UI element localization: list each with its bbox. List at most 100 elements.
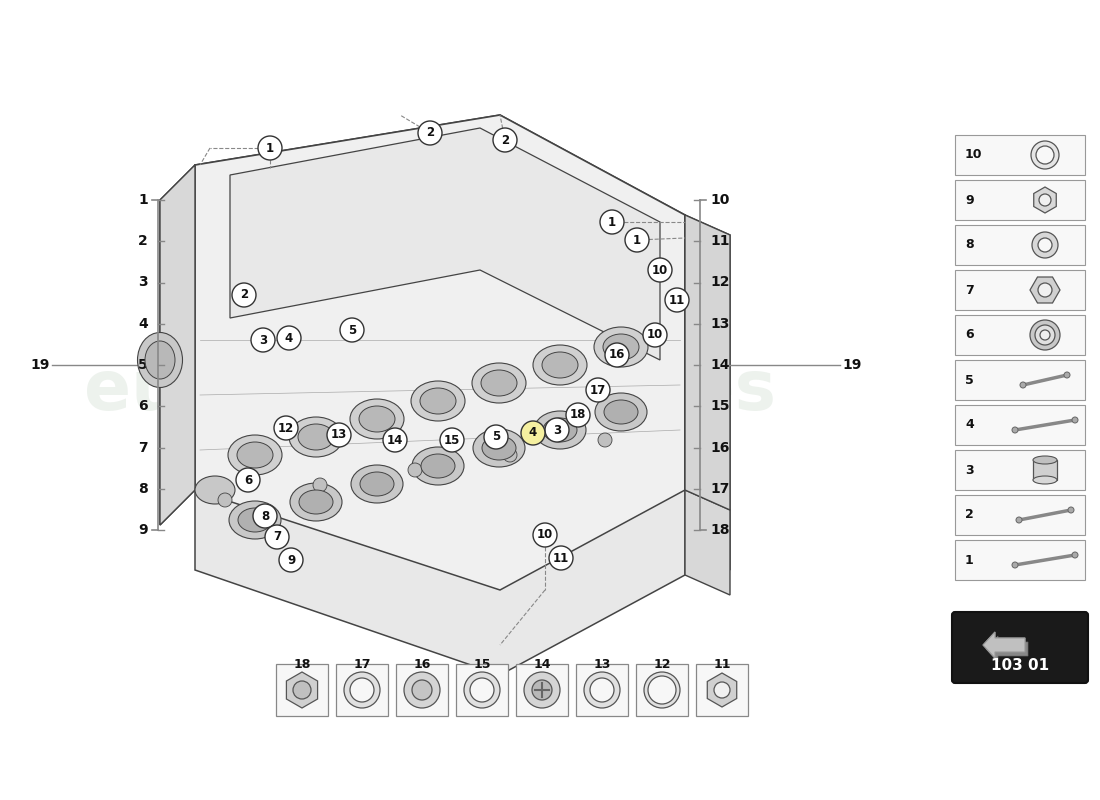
Text: 1: 1 <box>608 215 616 229</box>
Text: 10: 10 <box>965 149 982 162</box>
Circle shape <box>1068 507 1074 513</box>
Text: 12: 12 <box>653 658 671 671</box>
Polygon shape <box>685 215 730 510</box>
Text: 18: 18 <box>710 523 729 537</box>
Text: 11: 11 <box>553 551 569 565</box>
FancyBboxPatch shape <box>336 664 388 716</box>
Text: 9: 9 <box>139 523 148 537</box>
Ellipse shape <box>1033 476 1057 484</box>
Circle shape <box>274 416 298 440</box>
Text: 13: 13 <box>593 658 611 671</box>
Ellipse shape <box>472 363 526 403</box>
FancyBboxPatch shape <box>955 135 1085 175</box>
Circle shape <box>412 680 432 700</box>
Polygon shape <box>195 490 685 675</box>
Text: 14: 14 <box>534 658 551 671</box>
Polygon shape <box>286 672 318 708</box>
Ellipse shape <box>604 400 638 424</box>
Text: 13: 13 <box>710 317 729 330</box>
Text: 4: 4 <box>285 331 293 345</box>
Polygon shape <box>1030 277 1060 303</box>
Circle shape <box>605 343 629 367</box>
Text: 5: 5 <box>965 374 974 386</box>
Circle shape <box>1020 382 1026 388</box>
FancyBboxPatch shape <box>955 180 1085 220</box>
Circle shape <box>1030 320 1060 350</box>
Text: 12: 12 <box>710 275 729 290</box>
Text: 10: 10 <box>652 263 668 277</box>
Polygon shape <box>160 165 195 525</box>
Circle shape <box>464 672 500 708</box>
Ellipse shape <box>350 399 404 439</box>
Ellipse shape <box>473 429 525 467</box>
Circle shape <box>236 468 260 492</box>
Circle shape <box>1072 417 1078 423</box>
Circle shape <box>1072 552 1078 558</box>
Text: 17: 17 <box>590 383 606 397</box>
Ellipse shape <box>420 388 456 414</box>
FancyBboxPatch shape <box>396 664 448 716</box>
Text: 8: 8 <box>139 482 148 496</box>
Circle shape <box>1038 283 1052 297</box>
Text: 13: 13 <box>331 429 348 442</box>
Text: 18: 18 <box>294 658 310 671</box>
Circle shape <box>314 478 327 492</box>
FancyBboxPatch shape <box>955 540 1085 580</box>
Text: 5: 5 <box>348 323 356 337</box>
Text: 8: 8 <box>965 238 974 251</box>
Circle shape <box>524 672 560 708</box>
Text: 3: 3 <box>553 423 561 437</box>
Circle shape <box>327 423 351 447</box>
Circle shape <box>666 288 689 312</box>
Polygon shape <box>707 673 737 707</box>
FancyBboxPatch shape <box>955 315 1085 355</box>
Text: 14: 14 <box>387 434 404 446</box>
FancyBboxPatch shape <box>576 664 628 716</box>
Ellipse shape <box>290 483 342 521</box>
Text: 16: 16 <box>414 658 431 671</box>
Text: 15: 15 <box>710 399 729 414</box>
Ellipse shape <box>238 508 272 532</box>
Ellipse shape <box>359 406 395 432</box>
Circle shape <box>590 678 614 702</box>
Circle shape <box>383 428 407 452</box>
Circle shape <box>1040 330 1050 340</box>
Circle shape <box>232 283 256 307</box>
FancyBboxPatch shape <box>955 495 1085 535</box>
FancyBboxPatch shape <box>955 225 1085 265</box>
Text: 6: 6 <box>965 329 974 342</box>
Text: 16: 16 <box>608 349 625 362</box>
Circle shape <box>544 418 569 442</box>
Circle shape <box>404 672 440 708</box>
Text: 4: 4 <box>965 418 974 431</box>
Circle shape <box>279 548 302 572</box>
Circle shape <box>532 680 552 700</box>
Circle shape <box>484 425 508 449</box>
Text: 7: 7 <box>965 283 974 297</box>
FancyBboxPatch shape <box>636 664 688 716</box>
Circle shape <box>418 121 442 145</box>
Ellipse shape <box>1033 456 1057 464</box>
Circle shape <box>1036 146 1054 164</box>
Text: 10: 10 <box>647 329 663 342</box>
Ellipse shape <box>138 333 183 387</box>
Text: 7: 7 <box>273 530 282 543</box>
FancyBboxPatch shape <box>952 612 1088 683</box>
Polygon shape <box>160 165 195 525</box>
Ellipse shape <box>145 341 175 379</box>
Circle shape <box>534 523 557 547</box>
Circle shape <box>344 672 380 708</box>
Text: 5: 5 <box>139 358 148 372</box>
Text: 1: 1 <box>965 554 974 566</box>
Ellipse shape <box>289 417 343 457</box>
Text: 11: 11 <box>669 294 685 306</box>
Circle shape <box>714 682 730 698</box>
Text: 7: 7 <box>139 441 148 454</box>
Polygon shape <box>983 632 1025 658</box>
Polygon shape <box>685 490 730 595</box>
Text: 10: 10 <box>710 193 729 207</box>
Text: 14: 14 <box>710 358 729 372</box>
Circle shape <box>644 323 667 347</box>
Polygon shape <box>983 632 1025 658</box>
Circle shape <box>644 672 680 708</box>
